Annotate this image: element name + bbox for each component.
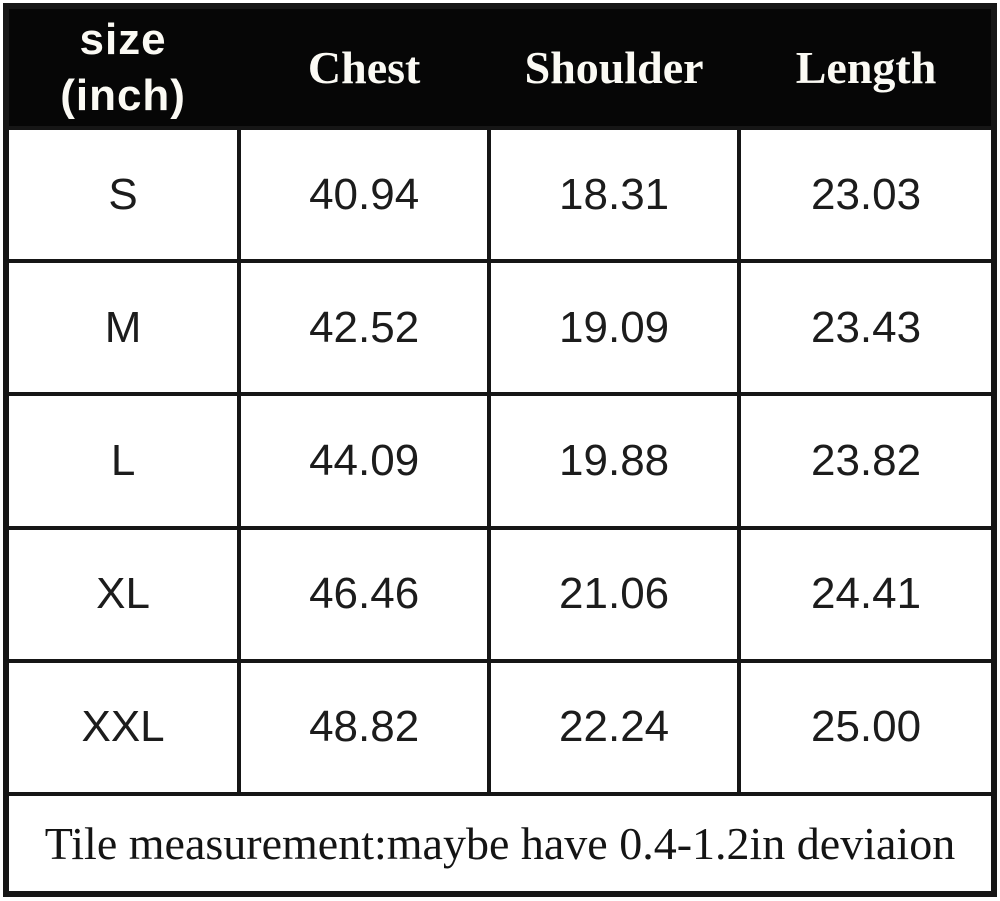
header-size-line2: (inch) [60,70,186,120]
header-size-inch: size (inch) [3,4,242,130]
size-chart-table: size (inch) Chest Shoulder Length S 40.9… [3,3,997,897]
table-row-s: S 40.94 18.31 23.03 [3,125,996,264]
length-value: 23.43 [737,259,996,397]
chest-value: 48.82 [237,658,492,796]
shoulder-value: 22.24 [487,658,742,796]
table-row-m: M 42.52 19.09 23.43 [3,259,996,397]
length-value: 23.82 [737,392,996,530]
shoulder-value: 21.06 [487,525,742,663]
table-row-xl: XL 46.46 21.06 24.41 [3,525,996,663]
footnote-row: Tile measurement:maybe have 0.4-1.2in de… [4,791,996,897]
length-value: 23.03 [737,125,996,264]
chest-value: 40.94 [237,125,492,264]
shoulder-value: 19.09 [487,259,742,397]
header-length: Length [737,4,996,130]
chest-value: 44.09 [237,392,492,530]
size-label: XXL [3,658,242,796]
size-label: M [3,259,242,397]
length-value: 24.41 [737,525,996,663]
header-row: size (inch) Chest Shoulder Length [3,4,996,130]
table-row-l: L 44.09 19.88 23.82 [3,392,996,530]
shoulder-value: 19.88 [487,392,742,530]
header-chest: Chest [237,4,492,130]
size-label: S [3,125,242,264]
table-row-xxl: XXL 48.82 22.24 25.00 [3,658,996,796]
chest-value: 42.52 [237,259,492,397]
header-shoulder: Shoulder [487,4,742,130]
size-label: L [3,392,242,530]
footnote-text: Tile measurement:maybe have 0.4-1.2in de… [4,791,996,897]
length-value: 25.00 [737,658,996,796]
shoulder-value: 18.31 [487,125,742,264]
size-label: XL [3,525,242,663]
chest-value: 46.46 [237,525,492,663]
header-size-line1: size [79,14,167,64]
